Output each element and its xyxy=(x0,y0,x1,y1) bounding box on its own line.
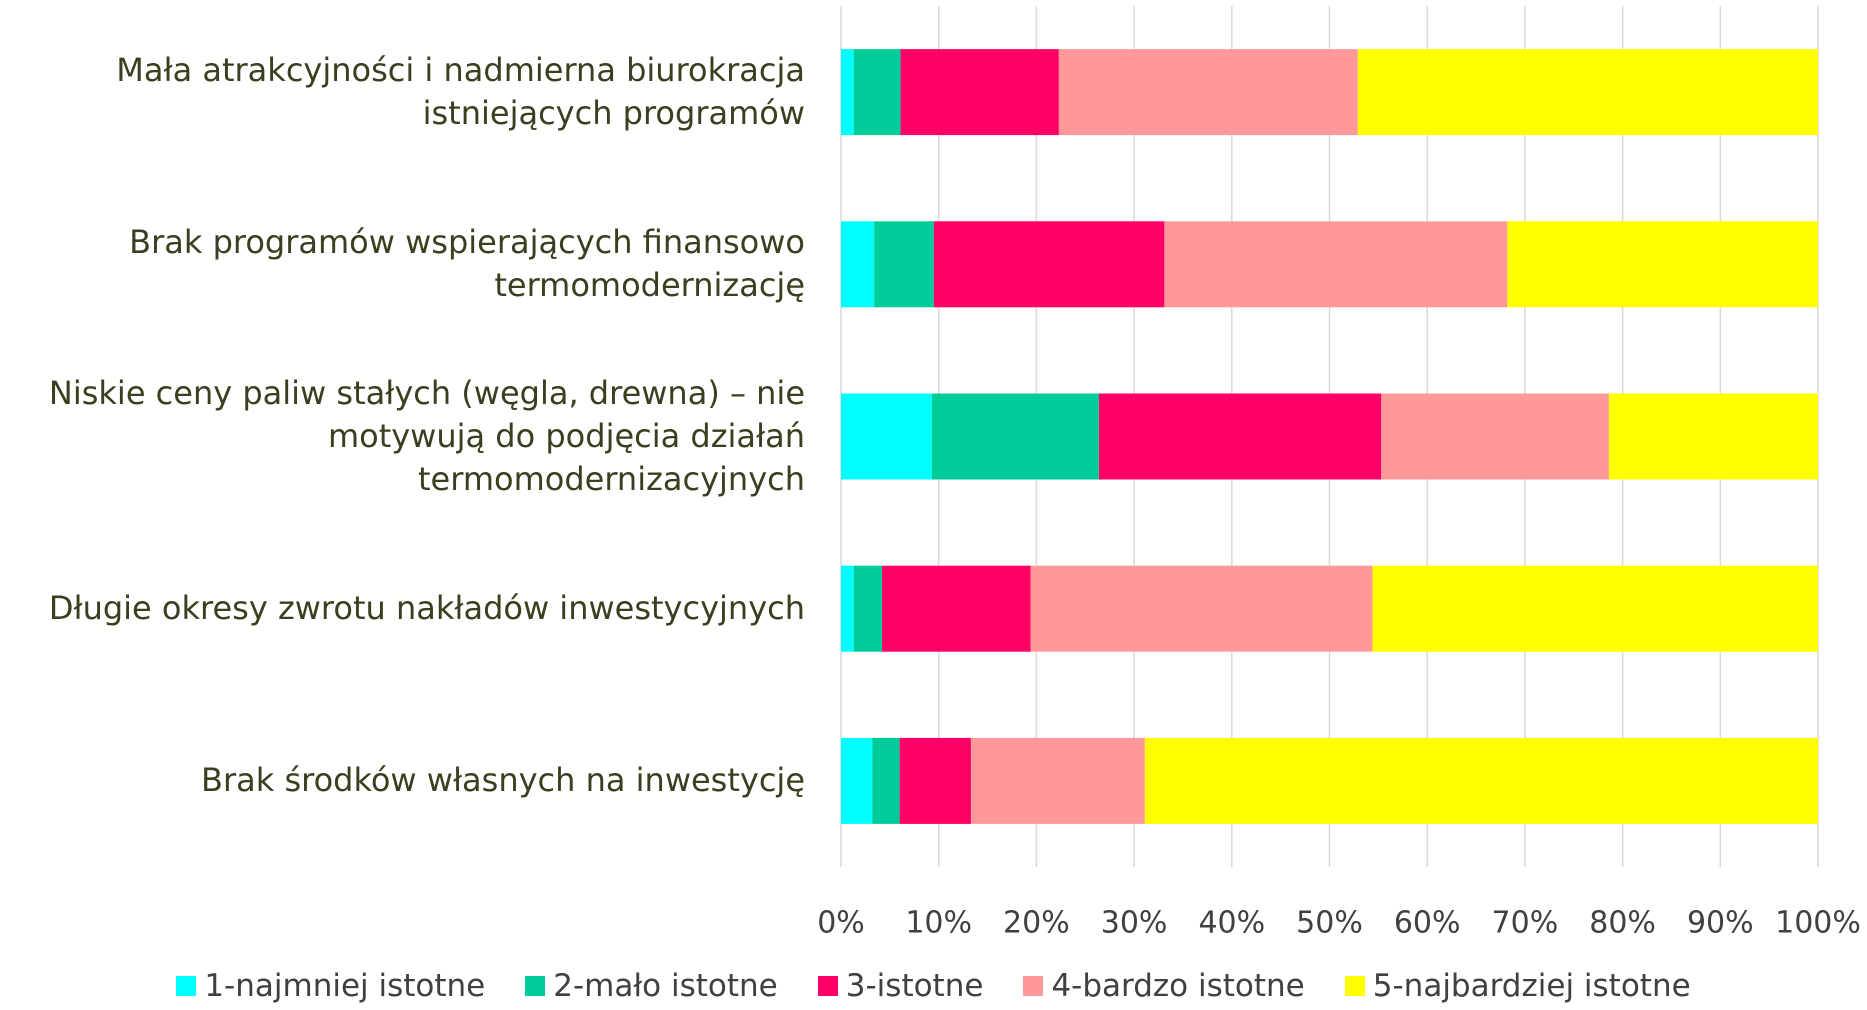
bar-segment xyxy=(874,221,934,308)
legend-label: 1-najmniej istotne xyxy=(204,968,486,1004)
bar-segment xyxy=(1144,737,1818,824)
legend-item: 3-istotne xyxy=(817,968,984,1004)
legend-label: 2-mało istotne xyxy=(553,968,778,1004)
bar-segment xyxy=(841,393,932,480)
legend-swatch xyxy=(817,976,838,996)
x-tick-label: 60% xyxy=(1394,906,1461,941)
legend-item: 2-mało istotne xyxy=(525,968,778,1004)
bar-segment xyxy=(1098,393,1382,480)
bar-segment xyxy=(933,221,1165,308)
x-tick-label: 20% xyxy=(1003,906,1070,941)
x-tick-label: 10% xyxy=(905,906,972,941)
bar-segment xyxy=(970,737,1145,824)
bar-segment xyxy=(1608,393,1818,480)
bar-segment xyxy=(899,737,971,824)
x-tick-label: 100% xyxy=(1775,906,1861,941)
bar-segment xyxy=(1030,565,1373,652)
x-tick-label: 30% xyxy=(1101,906,1168,941)
x-tick-label: 0% xyxy=(817,906,865,941)
legend-label: 4-bardzo istotne xyxy=(1051,968,1305,1004)
category-label: Niskie ceny paliw stałych (węgla, drewna… xyxy=(48,374,805,498)
legend-swatch xyxy=(176,976,197,996)
bar-segment xyxy=(872,737,900,824)
bar-segment xyxy=(1164,221,1508,308)
x-tick-label: 50% xyxy=(1296,906,1363,941)
bar-segment xyxy=(900,49,1059,136)
bar-segment xyxy=(1507,221,1818,308)
x-tick-label: 90% xyxy=(1687,906,1754,941)
x-tick-label: 70% xyxy=(1492,906,1559,941)
legend-item: 5-najbardziej istotne xyxy=(1344,968,1691,1004)
x-tick-label: 40% xyxy=(1198,906,1265,941)
legend-item: 4-bardzo istotne xyxy=(1023,968,1305,1004)
category-label: Brak programów wspierających finansowo t… xyxy=(129,223,805,305)
category-label: Brak środków własnych na inwestycję xyxy=(201,761,805,800)
legend-label: 5-najbardziej istotne xyxy=(1372,968,1691,1004)
bar-segment xyxy=(882,565,1031,652)
bar-segment xyxy=(1381,393,1609,480)
bar-segment xyxy=(841,221,875,308)
x-tick-label: 80% xyxy=(1589,906,1656,941)
legend: 1-najmniej istotne 2-mało istotne 3-istotn… xyxy=(0,968,1867,1004)
category-label: Długie okresy zwrotu nakładów inwestycyj… xyxy=(48,589,805,628)
legend-swatch xyxy=(1023,976,1044,996)
bar-segment xyxy=(841,737,873,824)
bar-segment xyxy=(1357,49,1818,136)
legend-swatch xyxy=(525,976,546,996)
bar-segment xyxy=(853,49,901,136)
legend-swatch xyxy=(1344,976,1365,996)
legend-label: 3-istotne xyxy=(845,968,984,1004)
bar-segment xyxy=(841,565,854,652)
bar-segment xyxy=(853,565,883,652)
bar-segment xyxy=(1058,49,1358,136)
bar-segment xyxy=(931,393,1099,480)
bar-segment xyxy=(1372,565,1818,652)
bar-segment xyxy=(841,49,854,136)
category-label: Mała atrakcyjności i nadmierna biurokrac… xyxy=(116,51,805,133)
legend-item: 1-najmniej istotne xyxy=(176,968,485,1004)
